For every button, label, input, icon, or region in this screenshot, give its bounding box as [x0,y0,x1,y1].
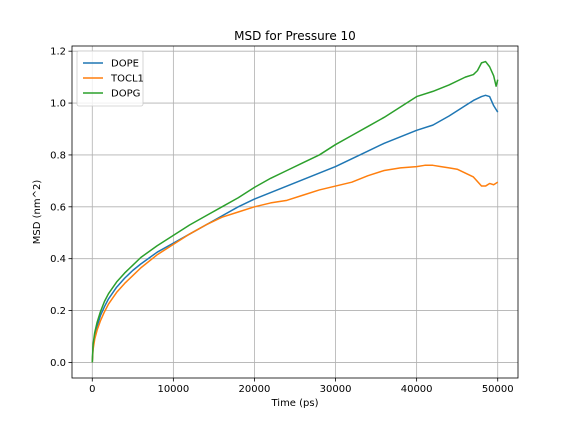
axis-ticks: 0 10000 20000 30000 40000 50000 0.0 0.2 0.4 0.6 0.… [50,47,514,395]
plot-lines [91,60,499,363]
series-line-tocl1 [91,164,499,363]
grid [72,46,518,378]
x-tick-label: 0 [89,384,95,395]
x-tick-label: 20000 [239,384,271,395]
legend: DOPE TOCL1 DOPG [76,50,144,107]
series-line-dopg [91,60,499,363]
legend-label: TOCL1 [110,74,144,85]
y-tick-label: 0.2 [50,306,66,317]
plot-frame [71,45,519,379]
x-axis-label: Time (ps) [270,398,318,409]
y-tick-label: 1.0 [50,99,66,110]
y-tick-label: 0.8 [50,150,66,161]
series-line-dope [91,94,499,363]
x-tick-label: 40000 [401,384,433,395]
y-axis-label: MSD (nm^2) [32,180,43,245]
x-tick-label: 30000 [320,384,352,395]
y-tick-label: 0.4 [50,254,66,265]
x-tick-label: 10000 [157,384,189,395]
x-tick-label: 50000 [482,384,514,395]
y-tick-label: 0.0 [50,358,66,369]
legend-label: DOPG [111,89,140,100]
y-tick-label: 0.6 [50,202,66,213]
legend-label: DOPE [111,59,139,70]
y-tick-label: 1.2 [50,47,66,58]
chart-title: MSD for Pressure 10 [234,29,356,43]
